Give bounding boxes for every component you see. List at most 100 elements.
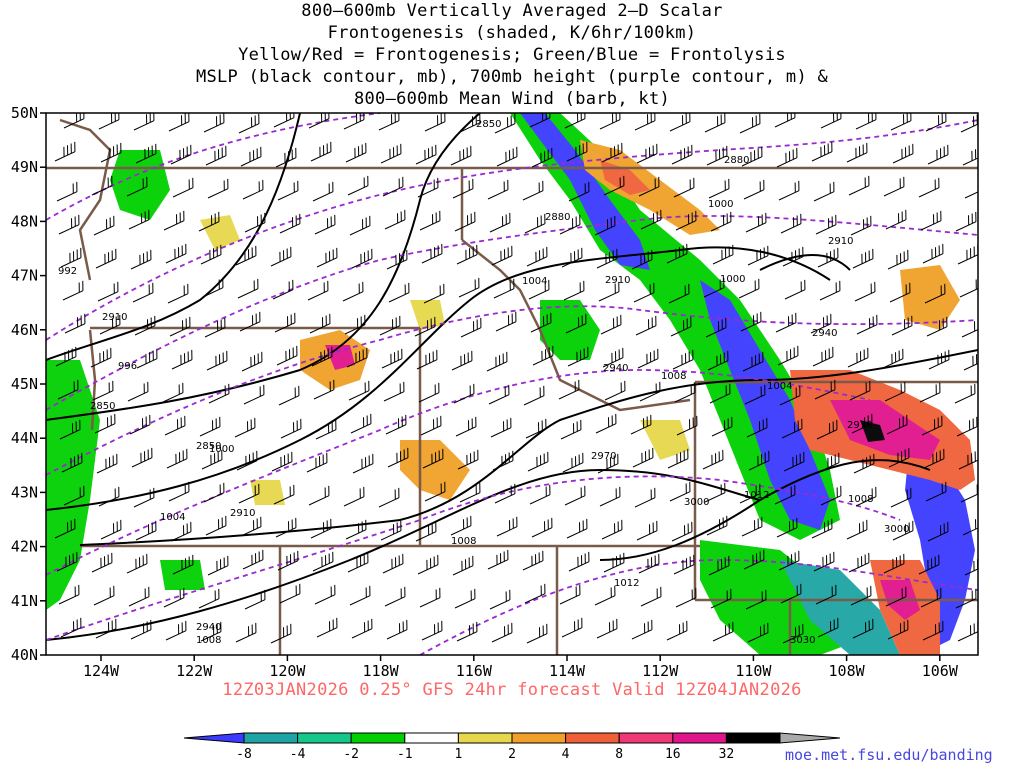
- lat-label: 40N: [11, 646, 38, 664]
- wind-barb: [272, 279, 294, 300]
- colorbar-label: 32: [719, 747, 735, 762]
- wind-barb: [379, 315, 401, 336]
- wind-barb: [348, 380, 370, 401]
- wind-barb: [632, 447, 654, 468]
- wind-barb: [531, 147, 553, 168]
- wind-barb: [489, 212, 511, 233]
- contour-labels: 992 996 1000 1000 1000 1004 1004 1004 10…: [58, 119, 909, 646]
- mslp-label: 992: [58, 266, 77, 277]
- colorbar-label: 2: [508, 747, 516, 762]
- wind-barb: [811, 141, 833, 162]
- height-label: 2970: [847, 420, 872, 431]
- wind-barb: [853, 453, 875, 474]
- wind-barb: [200, 621, 222, 642]
- wind-barb: [564, 485, 586, 506]
- wind-barb: [135, 520, 157, 541]
- wind-barb: [455, 416, 477, 437]
- wind-barb: [343, 486, 365, 507]
- wind-barb: [562, 452, 584, 473]
- wind-barb: [559, 584, 581, 605]
- wind-barb: [890, 487, 912, 508]
- wind-barb: [568, 551, 590, 572]
- wind-barb: [746, 417, 768, 438]
- wind-barb: [636, 520, 658, 541]
- wind-barb: [201, 449, 223, 470]
- wind-barb: [95, 618, 117, 639]
- wind-barb: [456, 244, 478, 265]
- wind-barb: [237, 278, 259, 299]
- wind-barb: [964, 188, 978, 199]
- wind-barb: [381, 348, 403, 369]
- height-label: 2910: [102, 312, 127, 323]
- wind-barb: [58, 214, 80, 235]
- wind-barb: [343, 113, 365, 130]
- wind-barb: [457, 449, 479, 470]
- wind-barb: [712, 621, 734, 642]
- wind-barb: [922, 243, 944, 264]
- wind-barb: [782, 246, 804, 267]
- wind-barb: [741, 516, 763, 537]
- wind-barb: [961, 319, 978, 338]
- wind-barb: [129, 414, 151, 435]
- lon-label: 116W: [456, 662, 493, 680]
- wind-barb: [704, 113, 726, 133]
- wind-barb: [91, 552, 113, 573]
- height-label: 2850: [90, 401, 115, 412]
- wind-barb: [638, 553, 660, 574]
- wind-barb: [816, 419, 838, 440]
- wind-barb: [631, 249, 653, 270]
- wind-barb: [710, 211, 732, 232]
- wind-barb: [814, 379, 836, 400]
- wind-barb: [920, 587, 942, 608]
- wind-barb: [239, 311, 261, 332]
- wind-barb: [704, 482, 726, 503]
- wind-barb: [136, 348, 158, 369]
- wind-barb: [56, 551, 78, 572]
- wind-barb: [172, 554, 194, 575]
- wind-barb: [342, 281, 364, 302]
- wind-barb: [378, 113, 400, 131]
- wind-barb: [63, 485, 85, 506]
- wind-barb: [927, 144, 949, 165]
- wind-barb: [423, 283, 445, 304]
- wind-barb: [131, 447, 153, 468]
- wind-barb: [672, 349, 694, 370]
- wind-barb: [923, 448, 945, 469]
- wind-barb: [564, 113, 586, 129]
- lon-label: 112W: [642, 662, 679, 680]
- wind-barb: [712, 244, 734, 265]
- wind-barb: [634, 113, 656, 131]
- title-line-2: Frontogenesis (shaded, K/6hr/100km): [327, 23, 697, 43]
- wind-barb: [244, 589, 266, 610]
- mslp-label: 1004: [767, 381, 792, 392]
- wind-barb: [60, 247, 82, 268]
- wind-barb: [561, 247, 583, 268]
- lat-label: 44N: [11, 429, 38, 447]
- wind-barb: [812, 346, 834, 367]
- wind-barb: [92, 380, 114, 401]
- wind-barb: [460, 317, 482, 338]
- wind-barb: [775, 312, 797, 333]
- wind-barb: [165, 243, 187, 264]
- height-label: 2850: [196, 441, 221, 452]
- wind-barb: [487, 179, 509, 200]
- wind-barb: [920, 210, 942, 231]
- wind-barb: [61, 452, 83, 473]
- wind-barb: [883, 176, 905, 197]
- wind-barb: [524, 213, 546, 234]
- wind-barb: [640, 209, 662, 230]
- wind-barb: [709, 383, 731, 404]
- wind-barb: [603, 175, 625, 196]
- wind-barb: [240, 516, 262, 537]
- lon-label: 106W: [922, 662, 959, 680]
- wind-barb: [955, 211, 977, 232]
- wind-barb: [168, 481, 190, 502]
- wind-barb: [382, 176, 404, 197]
- colorbar-label: -1: [397, 747, 413, 762]
- mslp-label: 1012: [744, 490, 769, 501]
- wind-barb: [918, 177, 940, 198]
- wind-barb: [568, 181, 590, 202]
- wind-barb: [165, 620, 187, 641]
- wind-barb: [387, 447, 409, 468]
- wind-barb: [163, 587, 185, 608]
